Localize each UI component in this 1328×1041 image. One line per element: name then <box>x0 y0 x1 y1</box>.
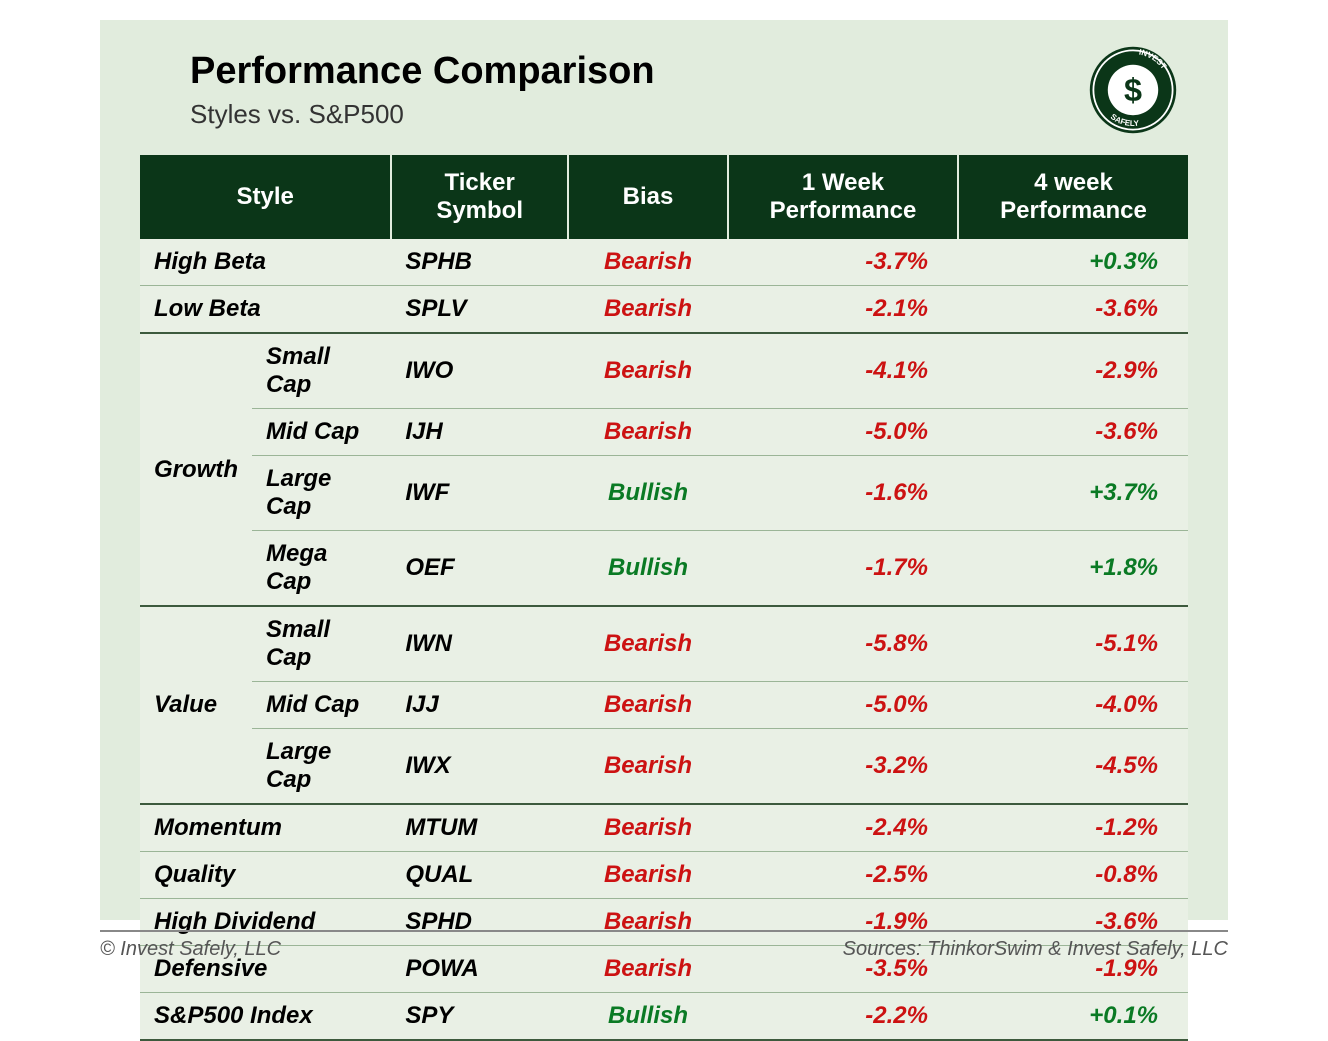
bias-cell: Bearish <box>568 804 728 852</box>
week1-cell: -4.1% <box>728 333 958 409</box>
week1-cell: -1.7% <box>728 531 958 607</box>
substyle-cell: Mega Cap <box>252 531 391 607</box>
week1-cell: -2.5% <box>728 852 958 899</box>
col-style: Style <box>140 155 391 239</box>
ticker-cell: IJJ <box>391 682 568 729</box>
ticker-cell: IJH <box>391 409 568 456</box>
week4-cell: -5.1% <box>958 606 1188 682</box>
footer: © Invest Safely, LLC Sources: ThinkorSwi… <box>100 930 1228 961</box>
table-row: MomentumMTUMBearish-2.4%-1.2% <box>140 804 1188 852</box>
ticker-cell: SPLV <box>391 286 568 334</box>
table-row: Mid CapIJJBearish-5.0%-4.0% <box>140 682 1188 729</box>
bias-cell: Bullish <box>568 531 728 607</box>
bias-cell: Bullish <box>568 993 728 1041</box>
page-title: Performance Comparison <box>190 50 1188 93</box>
style-group-cell: Value <box>140 606 252 804</box>
week4-cell: -4.0% <box>958 682 1188 729</box>
week1-cell: -2.4% <box>728 804 958 852</box>
week4-cell: +3.7% <box>958 456 1188 531</box>
bias-cell: Bearish <box>568 606 728 682</box>
bias-cell: Bearish <box>568 682 728 729</box>
style-cell: S&P500 Index <box>140 993 391 1041</box>
style-cell: Quality <box>140 852 391 899</box>
week4-cell: -3.6% <box>958 286 1188 334</box>
week1-cell: -1.6% <box>728 456 958 531</box>
ticker-cell: IWF <box>391 456 568 531</box>
bias-cell: Bearish <box>568 239 728 286</box>
ticker-cell: MTUM <box>391 804 568 852</box>
week1-cell: -5.0% <box>728 409 958 456</box>
col-1week: 1 Week Performance <box>728 155 958 239</box>
copyright: © Invest Safely, LLC <box>100 938 281 961</box>
table-header-row: Style Ticker Symbol Bias 1 Week Performa… <box>140 155 1188 239</box>
table-row: Large CapIWFBullish-1.6%+3.7% <box>140 456 1188 531</box>
ticker-cell: IWO <box>391 333 568 409</box>
ticker-cell: QUAL <box>391 852 568 899</box>
week4-cell: +1.8% <box>958 531 1188 607</box>
substyle-cell: Large Cap <box>252 456 391 531</box>
table-row: S&P500 IndexSPYBullish-2.2%+0.1% <box>140 993 1188 1041</box>
table-row: Large CapIWXBearish-3.2%-4.5% <box>140 729 1188 805</box>
sources: Sources: ThinkorSwim & Invest Safely, LL… <box>843 938 1228 961</box>
bias-cell: Bearish <box>568 333 728 409</box>
week4-cell: -0.8% <box>958 852 1188 899</box>
bias-cell: Bullish <box>568 456 728 531</box>
page-subtitle: Styles vs. S&P500 <box>190 99 1188 130</box>
week4-cell: -2.9% <box>958 333 1188 409</box>
ticker-cell: IWN <box>391 606 568 682</box>
week4-cell: +0.3% <box>958 239 1188 286</box>
style-cell: High Beta <box>140 239 391 286</box>
week1-cell: -5.0% <box>728 682 958 729</box>
bias-cell: Bearish <box>568 852 728 899</box>
table-row: Low BetaSPLVBearish-2.1%-3.6% <box>140 286 1188 334</box>
substyle-cell: Mid Cap <box>252 682 391 729</box>
week4-cell: -4.5% <box>958 729 1188 805</box>
header: Performance Comparison Styles vs. S&P500… <box>190 50 1188 130</box>
week1-cell: -5.8% <box>728 606 958 682</box>
substyle-cell: Large Cap <box>252 729 391 805</box>
ticker-cell: IWX <box>391 729 568 805</box>
ticker-cell: SPHB <box>391 239 568 286</box>
week1-cell: -3.2% <box>728 729 958 805</box>
week4-cell: +0.1% <box>958 993 1188 1041</box>
week1-cell: -2.1% <box>728 286 958 334</box>
week4-cell: -3.6% <box>958 409 1188 456</box>
week1-cell: -2.2% <box>728 993 958 1041</box>
table-row: QualityQUALBearish-2.5%-0.8% <box>140 852 1188 899</box>
col-ticker: Ticker Symbol <box>391 155 568 239</box>
week1-cell: -3.7% <box>728 239 958 286</box>
substyle-cell: Mid Cap <box>252 409 391 456</box>
table-row: Mid CapIJHBearish-5.0%-3.6% <box>140 409 1188 456</box>
performance-table: Style Ticker Symbol Bias 1 Week Performa… <box>140 155 1188 1041</box>
substyle-cell: Small Cap <box>252 606 391 682</box>
style-cell: Low Beta <box>140 286 391 334</box>
table-row: GrowthSmall CapIWOBearish-4.1%-2.9% <box>140 333 1188 409</box>
table-row: High BetaSPHBBearish-3.7%+0.3% <box>140 239 1188 286</box>
col-4week: 4 week Performance <box>958 155 1188 239</box>
bias-cell: Bearish <box>568 409 728 456</box>
table-row: Mega CapOEFBullish-1.7%+1.8% <box>140 531 1188 607</box>
invest-safely-logo-icon: $ INVEST SAFELY <box>1088 45 1178 135</box>
ticker-cell: OEF <box>391 531 568 607</box>
ticker-cell: SPY <box>391 993 568 1041</box>
bias-cell: Bearish <box>568 286 728 334</box>
table-row: ValueSmall CapIWNBearish-5.8%-5.1% <box>140 606 1188 682</box>
style-cell: Momentum <box>140 804 391 852</box>
bias-cell: Bearish <box>568 729 728 805</box>
card: Performance Comparison Styles vs. S&P500… <box>100 20 1228 920</box>
col-bias: Bias <box>568 155 728 239</box>
svg-text:$: $ <box>1124 72 1142 108</box>
style-group-cell: Growth <box>140 333 252 606</box>
week4-cell: -1.2% <box>958 804 1188 852</box>
substyle-cell: Small Cap <box>252 333 391 409</box>
